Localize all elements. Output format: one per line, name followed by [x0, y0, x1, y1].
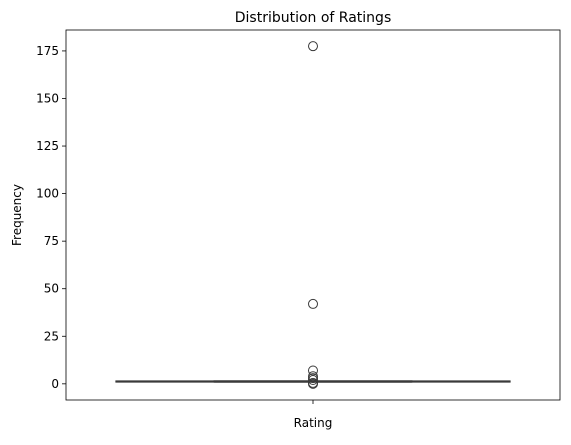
outlier: [308, 298, 318, 309]
y-tick-label: 125: [36, 139, 59, 153]
outlier: [308, 377, 318, 388]
plot-frame: [65, 29, 561, 401]
x-tick-label: Rating: [294, 416, 333, 430]
outlier: [308, 41, 318, 52]
y-tick-label: 175: [36, 44, 59, 58]
chart-title: Distribution of Ratings: [235, 10, 392, 26]
y-axis-label: Frequency: [10, 184, 24, 246]
y-tick-label: 25: [44, 329, 59, 343]
y-tick-label: 0: [51, 377, 59, 391]
y-tick-label: 75: [44, 234, 59, 248]
y-tick-label: 100: [36, 187, 59, 201]
y-tick-label: 150: [36, 91, 59, 105]
y-tick-label: 50: [44, 282, 59, 296]
outlier: [308, 371, 318, 382]
outlier: [308, 365, 318, 376]
